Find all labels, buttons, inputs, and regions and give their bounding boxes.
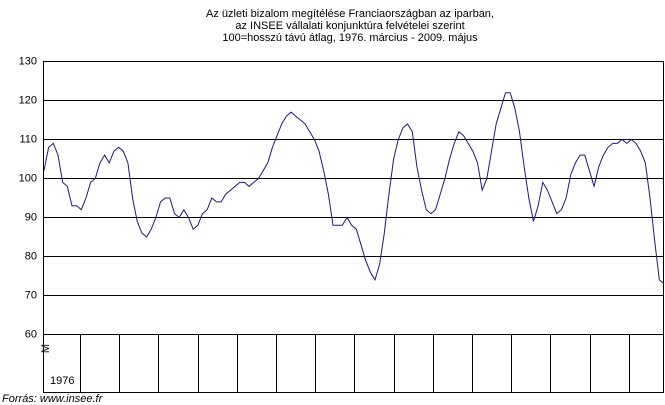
y-tick-label: 60 [25,328,37,340]
y-tick-label: 90 [25,211,37,223]
y-tick-label: 80 [25,250,37,262]
y-tick-label: 130 [19,55,37,67]
y-tick-label: 100 [19,172,37,184]
y-tick-label: 120 [19,94,37,106]
y-tick-label: 70 [25,289,37,301]
chart-title: Az üzleti bizalom megítélése Franciaorsz… [206,8,494,20]
data-line [43,92,665,285]
x-tick-label: M [40,344,52,353]
chart-title: 100=hosszú távú átlag, 1976. március - 2… [222,32,478,44]
y-tick-label: 110 [19,133,37,145]
source: Forrás: www.insee.fr [2,393,104,405]
chart-title: az INSEE vállalati konjunktúra felvétele… [235,20,464,32]
year-label: 1976 [50,375,74,387]
